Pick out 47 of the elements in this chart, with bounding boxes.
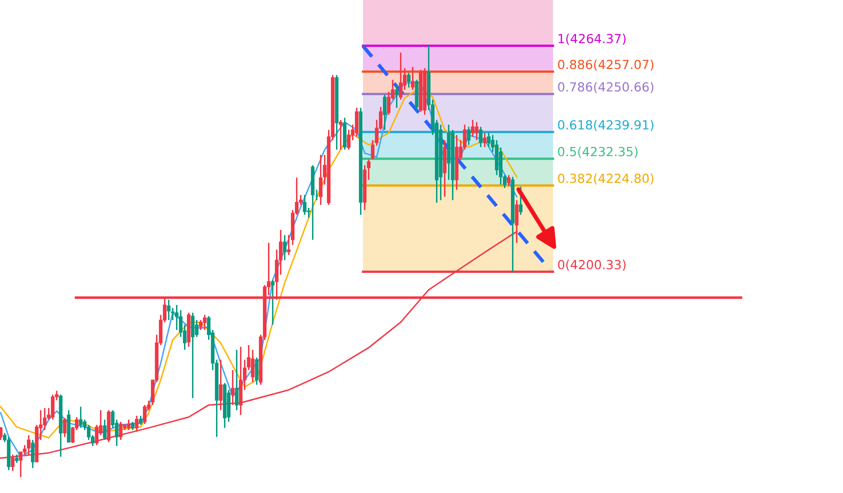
candlestick	[382, 94, 386, 131]
candlestick	[506, 174, 510, 187]
candlestick	[102, 418, 106, 441]
text: 0.886(4257.07)	[558, 60, 654, 71]
candlestick	[166, 299, 170, 321]
text: 0.5(4232.35)	[558, 146, 638, 158]
candlestick	[190, 312, 194, 399]
candlestick	[282, 234, 286, 261]
candlestick	[126, 418, 130, 431]
candlestick	[394, 84, 398, 109]
candlestick	[198, 319, 202, 331]
candlestick	[338, 119, 342, 150]
candlestick	[118, 421, 122, 441]
candlestick	[62, 417, 66, 438]
candlestick	[26, 434, 30, 456]
text: 0.382(4224.80)	[558, 173, 654, 185]
candlestick	[478, 126, 482, 148]
candlestick	[406, 72, 410, 88]
candlestick	[270, 279, 274, 326]
text: 0.618(4239.91)	[558, 120, 654, 132]
candlestick	[30, 439, 34, 469]
candlestick	[230, 369, 234, 406]
candlestick	[78, 406, 82, 429]
text: 0(4200.33)	[558, 260, 626, 271]
candlestick	[398, 52, 402, 100]
candlestick	[474, 121, 478, 141]
candlestick	[254, 356, 258, 386]
candlestick	[142, 404, 146, 425]
text: 0.786(4250.66)	[558, 82, 654, 94]
candlestick	[250, 349, 254, 383]
candlestick	[50, 394, 54, 420]
candlestick	[354, 107, 358, 138]
candlestick	[218, 359, 222, 411]
candlestick	[482, 132, 486, 148]
candlestick	[234, 349, 238, 411]
candlestick	[138, 415, 142, 426]
candlestick	[202, 314, 206, 331]
candlestick	[410, 66, 414, 90]
candlestick	[302, 194, 306, 216]
text: 1(4264.37)	[558, 34, 626, 45]
candlestick	[518, 186, 522, 216]
candlestick	[486, 132, 490, 148]
candlestick	[470, 119, 474, 138]
candlestick	[134, 415, 138, 432]
candlestick	[318, 154, 322, 206]
candlestick	[194, 319, 198, 338]
candlestick	[466, 126, 470, 146]
